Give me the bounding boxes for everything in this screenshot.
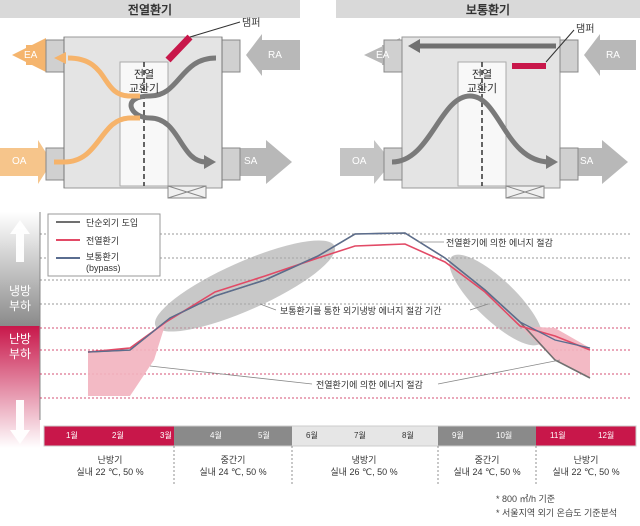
- month-label: 9월: [452, 431, 464, 440]
- season-name: 냉방기: [351, 455, 377, 465]
- month-label: 11월: [550, 431, 566, 440]
- energy-load-chart: [0, 212, 637, 486]
- month-label: 5월: [258, 431, 270, 440]
- month-label: 3월: [160, 431, 172, 440]
- damper-label: 댐퍼: [242, 18, 261, 29]
- down-arrow-icon: [10, 400, 30, 444]
- season-condition: 실내 24 ℃, 50 %: [199, 467, 267, 477]
- up-arrow-icon: [10, 220, 30, 262]
- month-band-heating: [44, 426, 174, 446]
- season-name: 중간기: [220, 455, 246, 465]
- month-label: 8월: [402, 431, 414, 440]
- heating-load-label: 난방 부하: [8, 332, 32, 361]
- core-label: 전열 교환기: [466, 69, 498, 95]
- cooling-load-label: 냉방 부하: [8, 284, 32, 313]
- month-band-heating: [536, 426, 636, 446]
- month-label: 10월: [496, 431, 513, 440]
- sa-label: SA: [244, 156, 258, 167]
- saving-area-left: [88, 322, 166, 396]
- footnote: * 800 ㎥/h 기준: [496, 494, 556, 504]
- ra-label: RA: [268, 50, 282, 61]
- month-label: 7월: [354, 431, 366, 440]
- legend-heat-recovery: 전열환기: [86, 236, 120, 246]
- saving-area-right: [520, 326, 590, 378]
- sa-label: SA: [580, 156, 594, 167]
- season-name: 난방기: [573, 455, 599, 465]
- annotation-normal-saving: 보통환기를 통한 외기냉방 에너지 절감 기간: [280, 306, 442, 316]
- month-label: 4월: [210, 431, 222, 440]
- series-bypass: [87, 232, 591, 353]
- footnote: * 서울지역 외기 온습도 기준분석: [496, 508, 618, 518]
- legend-simple-outdoor: 단순외기 도입: [86, 218, 139, 228]
- month-label: 6월: [306, 431, 318, 440]
- annotation-heat-saving-bottom: 전열환기에 의한 에너지 절감: [316, 380, 423, 390]
- legend-bypass: 보통환기 (bypass): [86, 252, 121, 273]
- season-condition: 실내 22 ℃, 50 %: [552, 467, 620, 477]
- month-label: 2월: [112, 431, 124, 440]
- season-name: 난방기: [97, 455, 123, 465]
- heat-recovery-unit: [0, 21, 300, 199]
- legend-box: [47, 213, 161, 277]
- annotation-heat-saving: 전열환기에 의한 에너지 절감: [446, 238, 553, 248]
- oa-arrow: [0, 140, 52, 184]
- core-label: 전열 교환기: [128, 69, 160, 95]
- normal-ventilation-unit: [340, 29, 636, 199]
- sa-arrow: [232, 140, 292, 184]
- ra-flow-path: [128, 55, 217, 165]
- month-band-cooling: [292, 426, 438, 446]
- ea-label: EA: [24, 50, 38, 61]
- season-condition: 실내 24 ℃, 50 %: [453, 467, 521, 477]
- season-name: 중간기: [474, 455, 500, 465]
- oa-label: OA: [12, 156, 27, 167]
- month-label: 1월: [66, 431, 78, 440]
- month-band-mid: [438, 426, 536, 446]
- ventilation-diagrams: [0, 21, 636, 199]
- panel-title-heat-recovery: 전열환기: [0, 0, 300, 18]
- season-condition: 실내 26 ℃, 50 %: [330, 467, 398, 477]
- ea-label: EA: [376, 50, 390, 61]
- month-band-mid: [174, 426, 292, 446]
- ra-arrow: [246, 34, 300, 76]
- season-condition: 실내 22 ℃, 50 %: [76, 467, 144, 477]
- panel-title-normal-ventilation: 보통환기: [336, 0, 640, 18]
- oa-label: OA: [352, 156, 367, 167]
- ra-label: RA: [606, 50, 620, 61]
- damper-label: 댐퍼: [576, 24, 595, 35]
- month-label: 12월: [598, 431, 615, 440]
